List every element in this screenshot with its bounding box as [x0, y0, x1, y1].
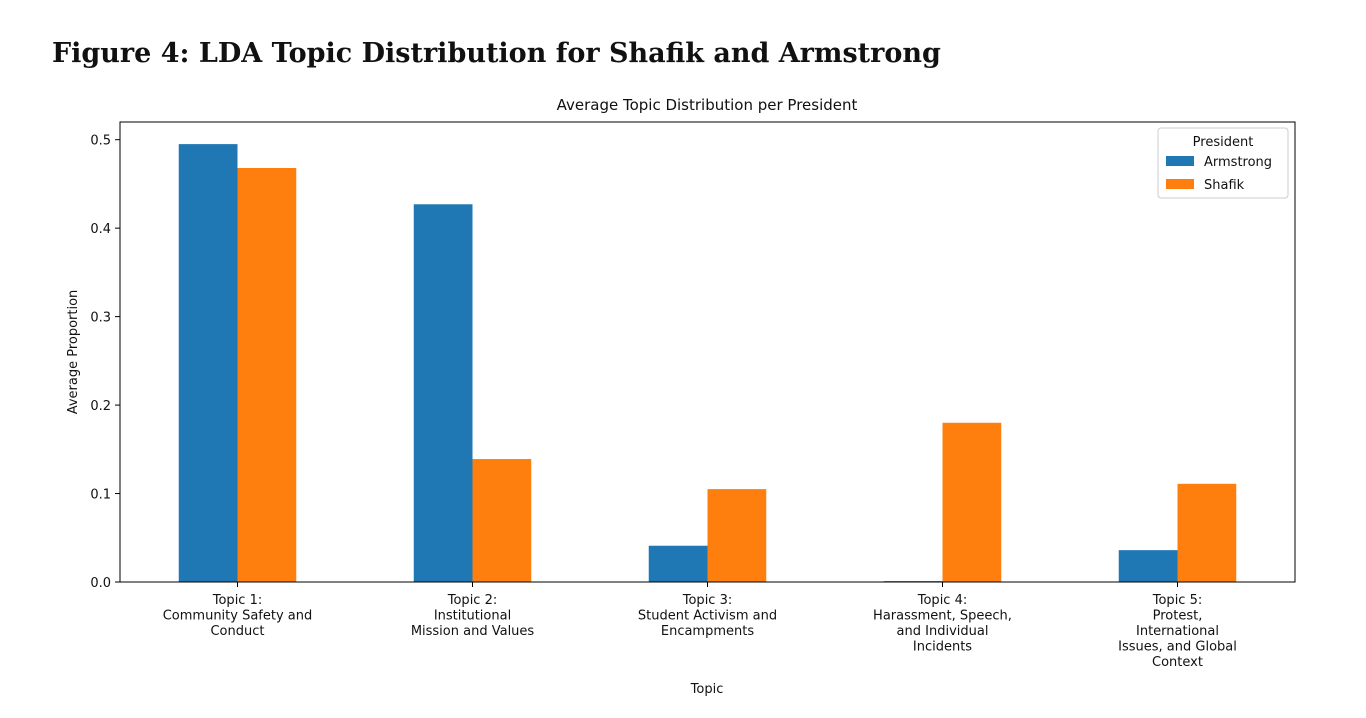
y-axis: 0.0 0.1 0.2 0.3 0.4 0.5 [90, 134, 120, 591]
bar-armstrong-topic-2 [413, 204, 473, 582]
bar-shafik-topic-4 [942, 422, 1002, 582]
bar-armstrong-topic-5 [1118, 550, 1178, 582]
x-tick-label-topic-3: Topic 3: Student Activism and Encampments [638, 593, 777, 639]
y-tick-label: 0.3 [90, 311, 111, 326]
legend: President Armstrong Shafik [1157, 127, 1289, 199]
x-tick-label-topic-5: Topic 5: Protest, International Issues, and… [1118, 593, 1237, 670]
figure-title: Figure 4: LDA Topic Distribution for Sha… [52, 38, 941, 69]
y-tick-label: 0.5 [90, 134, 111, 149]
legend-title: President [1193, 135, 1254, 150]
x-axis: Topic 1: Community Safety and Conduct Topic… [163, 582, 1237, 670]
bar-armstrong-topic-1 [178, 144, 238, 582]
legend-label-armstrong: Armstrong [1204, 155, 1272, 170]
bar-shafik-topic-3 [707, 489, 767, 582]
bar-shafik-topic-5 [1177, 483, 1237, 582]
plot-frame [119, 121, 1296, 583]
legend-label-shafik: Shafik [1204, 178, 1245, 193]
chart-title: Average Topic Distribution per President [557, 96, 858, 114]
y-tick-label: 0.0 [90, 576, 111, 591]
legend-swatch-armstrong [1166, 156, 1194, 166]
y-axis-label: Average Proportion [66, 290, 81, 415]
x-axis-label: Topic [690, 682, 724, 697]
x-tick-label-topic-2: Topic 2: Institutional Mission and Values [411, 593, 535, 639]
y-tick-label: 0.4 [90, 222, 111, 237]
bar-armstrong-topic-3 [648, 545, 708, 582]
x-tick-label-topic-4: Topic 4: Harassment, Speech, and Individua… [873, 593, 1012, 655]
x-tick-label-topic-1: Topic 1: Community Safety and Conduct [163, 593, 313, 639]
bar-shafik-topic-1 [237, 168, 297, 582]
bars-layer [178, 144, 1237, 582]
y-tick-label: 0.2 [90, 399, 111, 414]
bar-shafik-topic-2 [472, 459, 532, 582]
y-tick-label: 0.1 [90, 488, 111, 503]
legend-swatch-shafik [1166, 179, 1194, 189]
